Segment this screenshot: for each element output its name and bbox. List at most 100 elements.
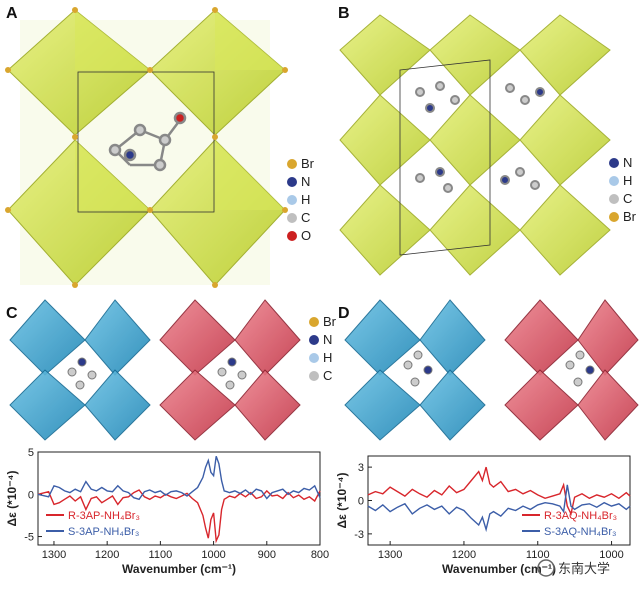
x-tick-label: 900: [258, 549, 276, 561]
h-swatch: [309, 353, 319, 363]
x-tick-label: 1300: [378, 549, 402, 561]
legend-c-c: C: [323, 368, 332, 383]
octahedron: [577, 299, 639, 376]
watermark: 东南大学: [537, 559, 610, 577]
octahedron: [504, 369, 579, 441]
octahedron: [519, 14, 611, 96]
organic-cation: [403, 350, 433, 387]
x-tick-label: 1000: [599, 549, 623, 561]
y-axis-label: Δε (*10⁻⁴): [5, 471, 19, 527]
organic-cation: [217, 357, 247, 390]
legend-b-c: C: [623, 191, 632, 206]
octahedron: [339, 14, 431, 96]
chart-d: 1300 1200 1100 1000 3 0 -3 Wavenumber (cm⁻¹) Δε …: [335, 455, 631, 576]
organic-cations: [415, 81, 545, 193]
octahedron: [149, 139, 286, 286]
x-tick-label: 1100: [526, 549, 550, 561]
n-swatch: [287, 177, 297, 187]
octahedron: [234, 369, 301, 441]
legend-b: N H C Br: [609, 155, 637, 224]
legend-label: R-3AP-NH₄Br₃: [68, 510, 140, 522]
y-tick-label: 5: [28, 447, 34, 459]
chart-c: 1300 1200 1100 1000 900 800 5 0 -5 Wavenumber (cm…: [5, 447, 329, 576]
organic-cation: [565, 350, 595, 387]
legend-b-n: N: [623, 155, 632, 170]
legend-label: S-3AQ-NH₄Br₃: [544, 526, 617, 538]
octahedron: [519, 94, 611, 186]
octahedron: [339, 184, 431, 276]
y-tick-label: 0: [28, 489, 34, 501]
legend-c-n: N: [323, 332, 332, 347]
octahedron: [577, 369, 639, 441]
x-axis-label: Wavenumber (cm⁻¹): [122, 562, 236, 576]
x-tick-label: 1000: [201, 549, 225, 561]
octahedron: [344, 369, 421, 441]
panel-b-structure: [339, 14, 611, 276]
legend-a-br: Br: [301, 156, 315, 171]
panel-label-b: B: [338, 5, 350, 22]
y-tick-label: 3: [358, 462, 364, 474]
legend-a-n: N: [301, 174, 310, 189]
legend-a-h: H: [301, 192, 310, 207]
unit-cell: [77, 71, 215, 213]
octahedron: [149, 9, 286, 136]
legend-a: Br N H C O: [287, 156, 315, 243]
octahedron: [7, 139, 151, 286]
o-swatch: [287, 231, 297, 241]
br-swatch: [309, 317, 319, 327]
x-tick-label: 1200: [95, 549, 119, 561]
series-line: [367, 484, 631, 533]
panel-label-c: C: [6, 305, 18, 322]
series-line: [37, 489, 321, 544]
watermark-text: 东南大学: [558, 561, 610, 577]
legend-c-h: H: [323, 350, 332, 365]
c-swatch: [309, 371, 319, 381]
plot-frame: [37, 451, 321, 546]
organic-cation: [108, 111, 187, 172]
series-line: [367, 466, 631, 517]
octahedron: [519, 184, 611, 276]
octahedron: [84, 369, 151, 441]
unit-cell: [399, 59, 491, 256]
panel-c-blue-structure: [9, 299, 151, 441]
octahedron: [159, 299, 236, 376]
panel-label-a: A: [6, 5, 18, 22]
octahedron: [339, 94, 431, 186]
x-axis-label: Wavenumber (cm⁻¹): [442, 562, 556, 576]
panel-c-red-structure: [159, 299, 301, 441]
legend-label: R-3AQ-NH₄Br₃: [544, 510, 617, 522]
octahedron: [159, 369, 236, 441]
x-tick-label: 1200: [452, 549, 476, 561]
octahedron: [419, 369, 486, 441]
y-tick-label: 0: [358, 496, 364, 508]
legend-c-br: Br: [323, 314, 337, 329]
br-swatch: [287, 159, 297, 169]
octahedron: [429, 184, 521, 276]
c-swatch: [609, 194, 619, 204]
y-axis-label: Δε (*10⁻⁴): [335, 473, 349, 529]
x-tick-label: 1100: [149, 549, 173, 561]
x-tick-label: 800: [311, 549, 329, 561]
y-tick-label: -5: [24, 532, 34, 544]
c-swatch: [287, 213, 297, 223]
panel-d-red-structure: [504, 299, 639, 441]
octahedron: [419, 299, 486, 376]
n-swatch: [609, 158, 619, 168]
h-swatch: [287, 195, 297, 205]
octahedron: [234, 299, 301, 376]
br-atoms: [5, 7, 288, 288]
br-swatch: [609, 212, 619, 222]
legend-c: Br N H C: [309, 314, 337, 383]
organic-cation: [67, 357, 97, 390]
h-swatch: [609, 176, 619, 186]
legend-label: S-3AP-NH₄Br₃: [68, 526, 139, 538]
panel-label-d: D: [338, 305, 350, 322]
n-swatch: [309, 335, 319, 345]
legend-a-c: C: [301, 210, 310, 225]
y-tick-label: -3: [354, 529, 364, 541]
octahedron: [84, 299, 151, 376]
octahedron: [9, 369, 86, 441]
legend-b-br: Br: [623, 209, 637, 224]
x-tick-label: 1300: [42, 549, 66, 561]
